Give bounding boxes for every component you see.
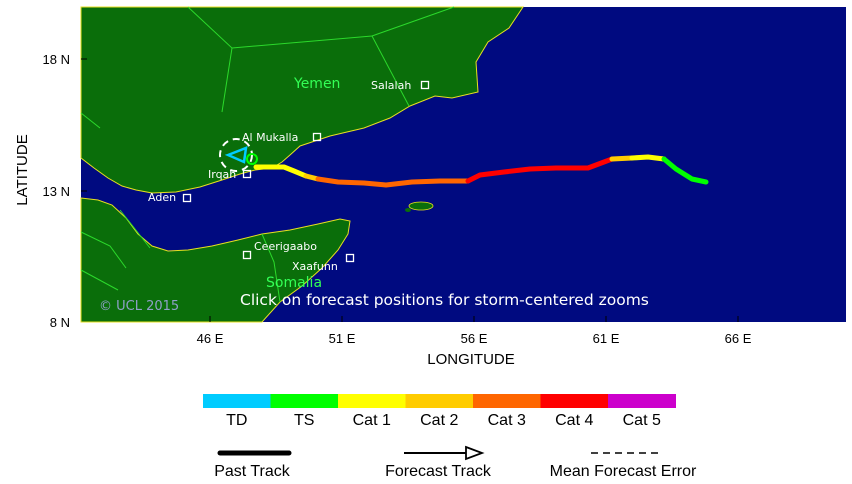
city-label-ceerigaabo: Ceerigaabo: [254, 240, 317, 253]
legend-swatch-cat-4: [540, 394, 609, 408]
mean-error-label: Mean Forecast Error: [550, 463, 697, 480]
small-island: [405, 208, 411, 212]
city-markers: [182, 80, 430, 263]
city-label-aden: Aden: [148, 191, 176, 204]
lat-tick-13: 13 N: [43, 184, 70, 199]
city-label-al-mukalla: Al Mukalla: [242, 131, 298, 144]
storm-track[interactable]: [253, 154, 709, 188]
track-segment-5[interactable]: [629, 154, 667, 162]
xaafunn-marker: [345, 253, 355, 263]
legend-label-cat-3: Cat 3: [488, 412, 526, 429]
country-borders: [80, 6, 455, 303]
legend-label-cat-5: Cat 5: [623, 412, 661, 429]
legend-label-cat-2: Cat 2: [420, 412, 458, 429]
lon-tick-61: 61 E: [593, 331, 620, 346]
legend-label-ts: TS: [294, 412, 314, 429]
lat-tick-18: 18 N: [43, 52, 70, 67]
lon-tick-51: 51 E: [329, 331, 356, 346]
track-segment-6[interactable]: [661, 156, 709, 185]
city-label-irqah: Irqah: [208, 168, 236, 181]
forecast-arrow-icon: [465, 445, 485, 461]
legend-swatch-td: [203, 394, 271, 408]
track-segment-3[interactable]: [465, 156, 615, 184]
salalah-marker: [420, 80, 430, 90]
legend-label-cat-1: Cat 1: [353, 412, 391, 429]
arabian-peninsula-land: [80, 6, 524, 194]
socotra-island: [408, 201, 434, 211]
lon-tick-66: 66 E: [725, 331, 752, 346]
country-label-somalia: Somalia: [266, 275, 322, 291]
horn-of-africa-land: [80, 197, 351, 323]
legend-label-td: TD: [226, 412, 247, 429]
legend-swatch-cat-3: [473, 394, 541, 408]
irqah-marker: [242, 169, 252, 179]
legend-swatch-cat-5: [608, 394, 676, 408]
city-label-salalah: Salalah: [371, 79, 411, 92]
past-track-label: Past Track: [214, 463, 291, 480]
storm-position-icon: [246, 153, 258, 165]
track-segment-4[interactable]: [609, 155, 635, 162]
storm-current-position[interactable]: [219, 138, 258, 172]
legend-swatch-ts: [270, 394, 339, 408]
forecast-track-label: Forecast Track: [385, 463, 492, 480]
y-axis-title: LATITUDE: [14, 134, 31, 205]
legend-swatch-cat-1: [338, 394, 406, 408]
storm-arrow-icon: [224, 146, 248, 164]
category-legend: TD TS Cat 1 Cat 2 Cat 3 Cat 4 Cat 5: [203, 394, 676, 429]
city-label-xaafunn: Xaafunn: [292, 260, 338, 273]
track-segment-0[interactable]: [253, 164, 309, 179]
aden-marker: [182, 193, 192, 203]
x-axis-title: LONGITUDE: [427, 351, 515, 368]
click-instruction: Click on forecast positions for storm-ce…: [240, 291, 649, 309]
lat-tick-8: 8 N: [50, 315, 70, 330]
ceerigaabo-marker: [242, 250, 252, 260]
country-label-yemen: Yemen: [293, 76, 340, 92]
al-mukalla-marker: [312, 132, 322, 142]
track-legend: [217, 445, 659, 461]
legend-swatch-cat-2: [405, 394, 474, 408]
copyright: © UCL 2015: [99, 299, 179, 314]
track-segment-2[interactable]: [315, 176, 471, 188]
legend-label-cat-4: Cat 4: [555, 412, 593, 429]
axis-ticks: [81, 58, 739, 322]
lon-tick-56: 56 E: [461, 331, 488, 346]
lon-tick-46: 46 E: [197, 331, 224, 346]
